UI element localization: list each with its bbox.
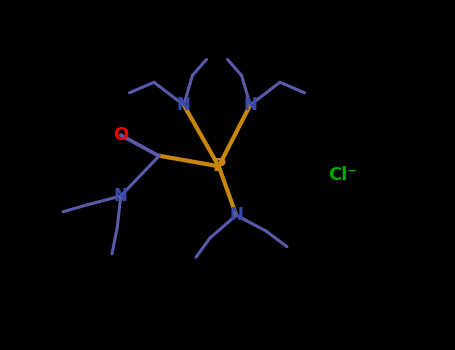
Text: N: N bbox=[243, 96, 257, 114]
Text: P: P bbox=[212, 157, 225, 175]
Text: N: N bbox=[114, 187, 128, 205]
Text: N: N bbox=[177, 96, 191, 114]
Text: O: O bbox=[113, 126, 128, 144]
Text: N: N bbox=[229, 206, 243, 224]
Text: Cl⁻: Cl⁻ bbox=[329, 166, 358, 184]
